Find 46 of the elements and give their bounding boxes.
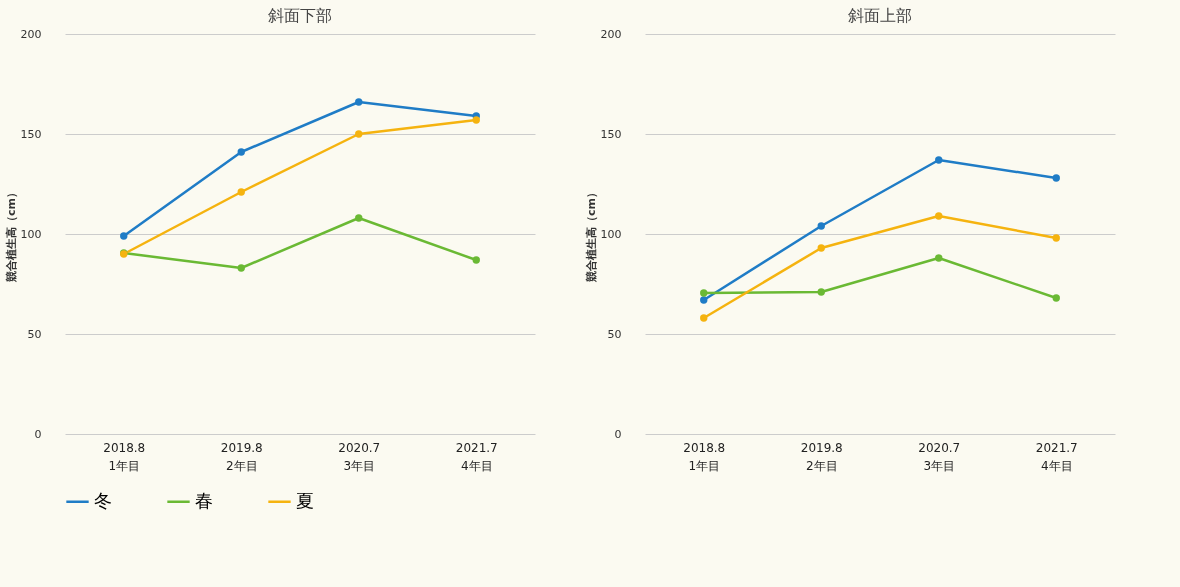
y-tick-label: 50 xyxy=(27,327,42,341)
x-tick-label: 2020.7 3年目 xyxy=(338,440,381,473)
y-tick-label: 0 xyxy=(614,427,622,441)
x-tick-label: 2020.7 3年目 xyxy=(918,440,961,473)
y-tick-label: 50 xyxy=(607,327,622,341)
point xyxy=(700,314,708,322)
y-tick-label: 200 xyxy=(600,27,622,41)
point xyxy=(355,130,363,138)
point xyxy=(355,98,363,106)
point xyxy=(817,222,825,230)
point xyxy=(1052,174,1060,182)
x-tick-label: 2019.8 2年目 xyxy=(800,440,843,473)
y-tick-label: 100 xyxy=(20,227,42,241)
y-tick-label: 150 xyxy=(20,127,42,141)
point xyxy=(237,188,245,196)
y-tick-label: 0 xyxy=(34,427,42,441)
chart-title: 斜面下部 xyxy=(268,6,332,25)
point xyxy=(237,148,245,156)
point xyxy=(817,288,825,296)
legend-label: 夏 xyxy=(296,489,314,511)
y-tick-label: 150 xyxy=(600,127,622,141)
x-tick-label: 2019.8 2年目 xyxy=(220,440,263,473)
chart-title: 斜面上部 xyxy=(848,6,912,25)
x-tick-label: 2021.7 4年目 xyxy=(1035,440,1078,473)
point xyxy=(1052,234,1060,242)
point xyxy=(935,254,943,262)
point xyxy=(935,212,943,220)
point xyxy=(700,296,708,304)
point xyxy=(472,116,480,124)
y-tick-label: 200 xyxy=(20,27,42,41)
legend-label: 冬 xyxy=(94,489,112,511)
point xyxy=(700,289,708,297)
point xyxy=(817,244,825,252)
point xyxy=(120,232,128,240)
y-axis-title: 競合植生高（cm） xyxy=(584,187,598,283)
x-tick-label: 2021.7 4年目 xyxy=(455,440,498,473)
point xyxy=(472,256,480,264)
x-tick-label: 2018.8 1年目 xyxy=(683,440,726,473)
point xyxy=(355,214,363,222)
point xyxy=(935,156,943,164)
x-tick-label: 2018.8 1年目 xyxy=(103,440,146,473)
point xyxy=(1052,294,1060,302)
y-axis-title: 競合植生高（cm） xyxy=(4,187,18,283)
y-tick-label: 100 xyxy=(600,227,622,241)
point xyxy=(237,264,245,272)
legend-label: 春 xyxy=(195,489,213,511)
